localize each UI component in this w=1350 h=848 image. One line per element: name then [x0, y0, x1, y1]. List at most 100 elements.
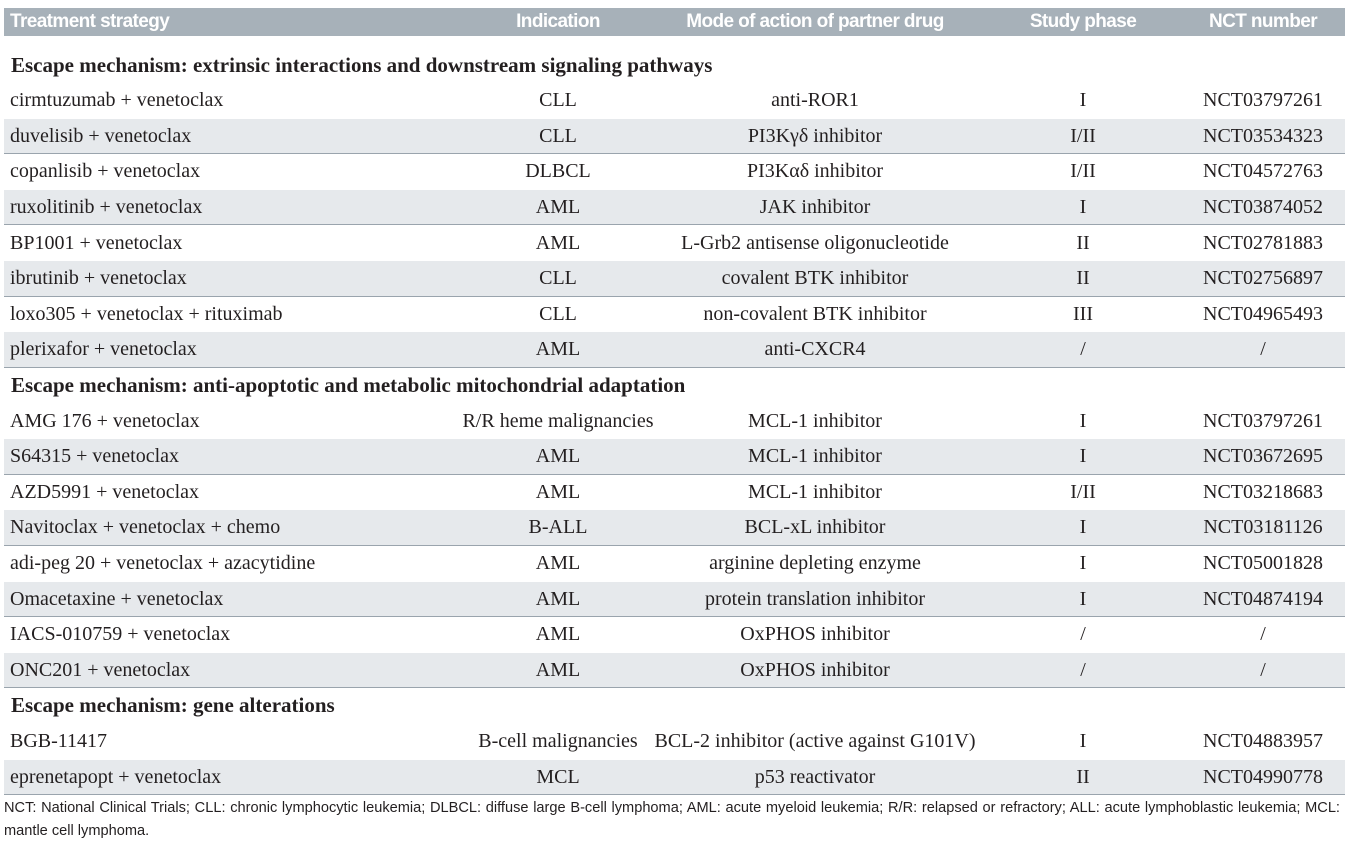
table-row: IACS-010759 + venetoclax AML OxPHOS inhibi…	[4, 617, 1345, 653]
nct-number: /	[1260, 338, 1266, 361]
treatment-strategy: ibrutinib + venetoclax	[10, 267, 187, 290]
section-row: Escape mechanism: extrinsic interactions…	[4, 48, 1345, 84]
indication: AML	[535, 623, 581, 646]
mode-of-action: MCL-1 inhibitor	[748, 445, 882, 468]
table-row: adi-peg 20 + venetoclax + azacytidine AML…	[4, 546, 1345, 582]
study-phase: III	[1073, 302, 1093, 325]
nct-number: NCT02781883	[1203, 231, 1323, 254]
table-row: Omacetaxine + venetoclax AML protein trans…	[4, 581, 1345, 618]
mode-of-action: anti-ROR1	[771, 89, 859, 112]
header-phase: Study phase	[1029, 11, 1137, 32]
indication: AML	[535, 480, 581, 503]
indication: DLBCL	[525, 160, 591, 183]
table-row: Navitoclax + venetoclax + chemo B-ALL BCL-…	[4, 510, 1345, 546]
indication: CLL	[539, 89, 577, 112]
study-phase: I	[1079, 551, 1087, 574]
mode-of-action: PI3Kγδ inhibitor	[747, 124, 883, 147]
study-phase: I	[1079, 587, 1087, 610]
mode-of-action: PI3Kαδ inhibitor	[746, 160, 884, 183]
nct-number: /	[1260, 658, 1266, 681]
treatment-strategy: BGB-11417	[10, 729, 108, 752]
mode-of-action: arginine depleting enzyme	[709, 551, 921, 574]
table-row: ruxolitinib + venetoclax AML JAK inhibitor…	[4, 189, 1345, 226]
treatment-strategy: AMG 176 + venetoclax	[10, 409, 200, 432]
header-indication: Indication	[516, 11, 600, 32]
study-phase: II	[1076, 231, 1090, 254]
indication: MCL	[536, 765, 580, 788]
footnote: NCT: National Clinical Trials; CLL: chro…	[4, 800, 1340, 839]
indication: B-ALL	[528, 516, 588, 539]
treatment-strategy: Omacetaxine + venetoclax	[10, 587, 224, 610]
nct-number: NCT03218683	[1203, 480, 1323, 503]
study-phase: I	[1079, 729, 1087, 752]
table-row: duvelisib + venetoclax CLL PI3Kγδ inhibito…	[4, 118, 1345, 155]
nct-number: NCT03874052	[1203, 195, 1323, 218]
section-row: Escape mechanism: anti-apoptotic and met…	[4, 368, 1345, 404]
treatment-strategy: IACS-010759 + venetoclax	[10, 623, 231, 646]
indication: CLL	[539, 302, 577, 325]
treatment-strategy: S64315 + venetoclax	[10, 445, 180, 468]
mode-of-action: p53 reactivator	[754, 765, 876, 788]
indication: AML	[535, 231, 581, 254]
study-phase: I/II	[1070, 160, 1096, 183]
mode-of-action: OxPHOS inhibitor	[740, 623, 890, 646]
section-title: Escape mechanism: gene alterations	[11, 693, 335, 718]
indication: AML	[535, 587, 581, 610]
header-strategy: Treatment strategy	[10, 11, 170, 32]
treatment-strategy: ruxolitinib + venetoclax	[10, 195, 203, 218]
nct-number: NCT04965493	[1203, 302, 1323, 325]
treatment-strategy: copanlisib + venetoclax	[10, 160, 201, 183]
study-phase: II	[1076, 765, 1090, 788]
treatment-strategy: adi-peg 20 + venetoclax + azacytidine	[10, 551, 316, 574]
section-row: Escape mechanism: gene alterations	[4, 688, 1345, 724]
mode-of-action: MCL-1 inhibitor	[748, 409, 882, 432]
treatment-strategy: cirmtuzumab + venetoclax	[10, 89, 224, 112]
treatment-strategy: eprenetapopt + venetoclax	[10, 765, 222, 788]
nct-number: NCT02756897	[1203, 267, 1323, 290]
indication: R/R heme malignancies	[462, 409, 654, 432]
nct-number: NCT03797261	[1203, 89, 1323, 112]
treatment-strategy: plerixafor + venetoclax	[10, 338, 197, 361]
indication: AML	[535, 551, 581, 574]
table-header: Treatment strategy Indication Mode of acti…	[4, 8, 1345, 36]
study-phase: I/II	[1070, 480, 1096, 503]
mode-of-action: anti-CXCR4	[764, 338, 866, 361]
study-phase: I	[1079, 409, 1087, 432]
nct-number: NCT03181126	[1203, 516, 1323, 539]
study-phase: I	[1079, 89, 1087, 112]
table-row: ONC201 + venetoclax AML OxPHOS inhibitor / /	[4, 652, 1345, 689]
treatment-strategy: loxo305 + venetoclax + rituximab	[10, 302, 283, 325]
study-phase: II	[1076, 267, 1090, 290]
treatment-strategy: duvelisib + venetoclax	[10, 124, 192, 147]
table-row: BGB-11417 B-cell malignancies BCL-2 inhibi…	[4, 724, 1345, 760]
indication: CLL	[539, 124, 577, 147]
indication: AML	[535, 445, 581, 468]
table-row: eprenetapopt + venetoclax MCL p53 reactiva…	[4, 759, 1345, 796]
section-title: Escape mechanism: extrinsic interactions…	[11, 52, 713, 77]
nct-number: NCT03797261	[1203, 409, 1323, 432]
indication: AML	[535, 338, 581, 361]
mode-of-action: OxPHOS inhibitor	[740, 658, 890, 681]
study-phase: I	[1079, 445, 1087, 468]
mode-of-action: JAK inhibitor	[759, 195, 871, 218]
study-phase: /	[1080, 623, 1086, 646]
mode-of-action: covalent BTK inhibitor	[721, 267, 909, 290]
nct-number: NCT03672695	[1203, 445, 1323, 468]
mode-of-action: MCL-1 inhibitor	[748, 480, 882, 503]
mode-of-action: L-Grb2 antisense oligonucleotide	[681, 231, 949, 254]
nct-number: NCT04572763	[1203, 160, 1323, 183]
header-nct: NCT number	[1208, 11, 1318, 32]
study-phase: /	[1080, 658, 1086, 681]
table-row: plerixafor + venetoclax AML anti-CXCR4 / /	[4, 332, 1345, 368]
nct-number: /	[1260, 623, 1266, 646]
indication: AML	[535, 658, 581, 681]
nct-number: NCT05001828	[1203, 551, 1323, 574]
table-row: BP1001 + venetoclax AML L-Grb2 antisense o…	[4, 226, 1345, 262]
mode-of-action: BCL-xL inhibitor	[744, 516, 886, 539]
table-row: loxo305 + venetoclax + rituximab CLL non-c…	[4, 297, 1345, 333]
indication: AML	[535, 195, 581, 218]
table-row: S64315 + venetoclax AML MCL-1 inhibitor I NC…	[4, 439, 1345, 475]
study-phase: /	[1080, 338, 1086, 361]
mode-of-action: BCL-2 inhibitor (active against G101V)	[654, 729, 976, 752]
